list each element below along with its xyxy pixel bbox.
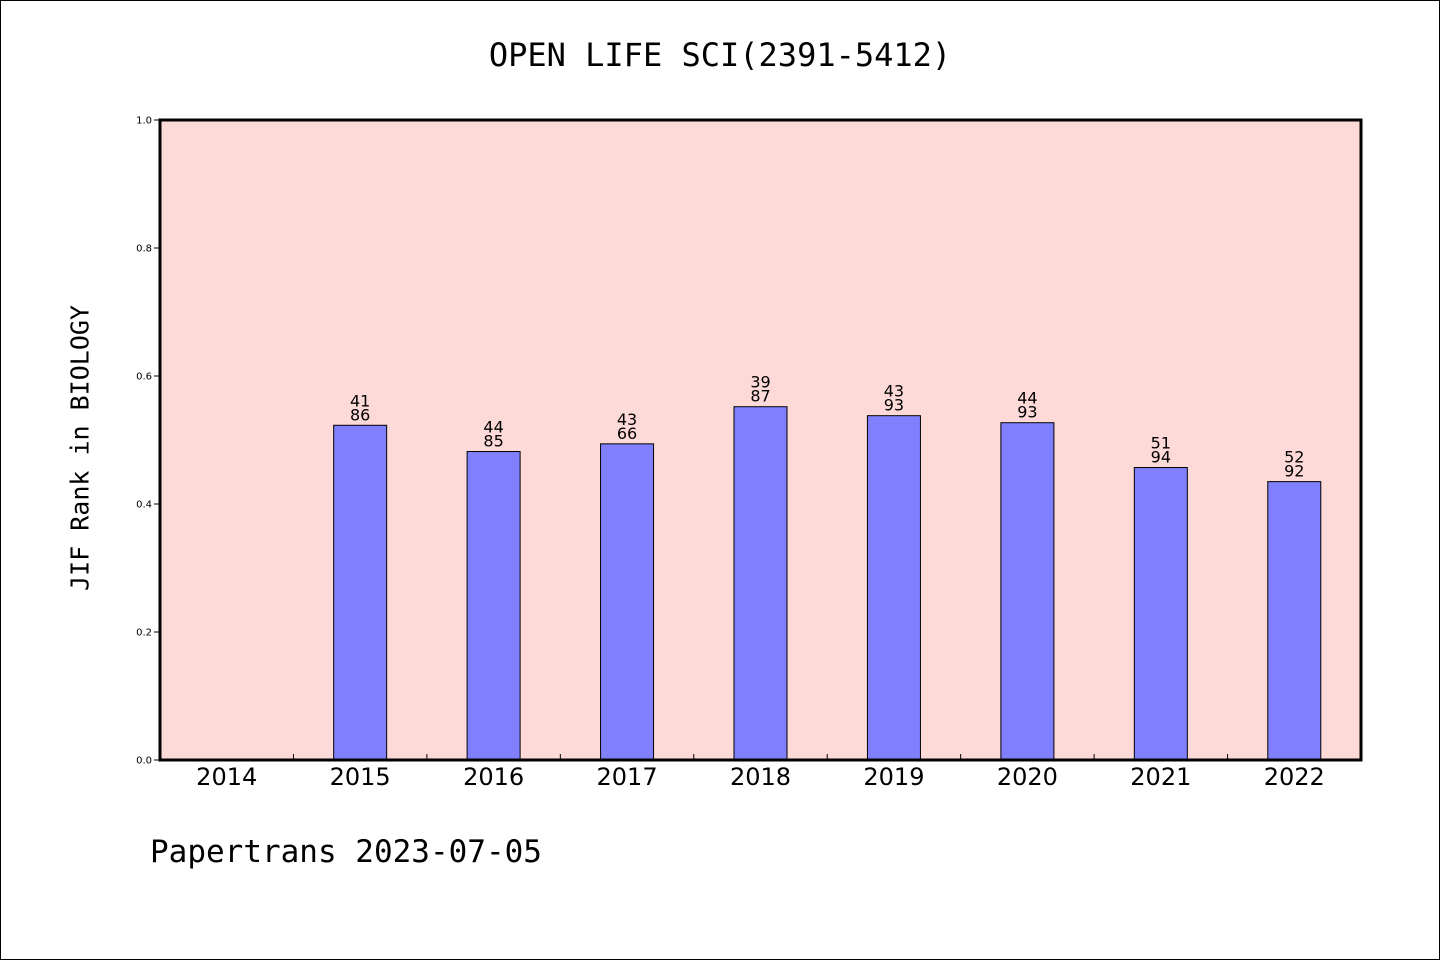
plot-border <box>158 118 1363 762</box>
bar <box>333 424 388 761</box>
bar-rank-label: 43 <box>617 410 637 429</box>
bar-total-label: 94 <box>1151 448 1171 467</box>
bar-total-label: 66 <box>617 424 637 443</box>
bar <box>600 443 655 761</box>
bar-total-label: 93 <box>884 396 904 415</box>
x-tick-label: 2021 <box>1130 763 1191 791</box>
y-tick-label: 0.0 <box>136 756 152 767</box>
y-tick-label: 0.2 <box>136 628 152 639</box>
bar-total-label: 86 <box>350 405 370 424</box>
bar-rank-label: 39 <box>750 373 770 392</box>
x-tick-label: 2022 <box>1264 763 1325 791</box>
chart-title: OPEN LIFE SCI(2391-5412) <box>488 36 952 74</box>
y-tick-label: 0.4 <box>136 500 152 511</box>
x-tick-label: 2016 <box>463 763 524 791</box>
x-tick-label: 2018 <box>730 763 791 791</box>
bar-rank-label: 44 <box>1017 389 1037 408</box>
bar-rank-label: 41 <box>350 391 370 410</box>
bar-rank-label: 52 <box>1284 448 1304 467</box>
bar-rank-label: 44 <box>483 418 503 437</box>
x-tick-label: 2020 <box>997 763 1058 791</box>
y-tick-label: 0.8 <box>136 244 152 255</box>
x-tick-label: 2019 <box>863 763 924 791</box>
bar <box>1000 422 1055 761</box>
x-tick-label: 2014 <box>196 763 257 791</box>
y-tick-label: 1.0 <box>136 116 152 127</box>
bar-total-label: 87 <box>750 387 770 406</box>
x-tick-label: 2017 <box>597 763 658 791</box>
bar-total-label: 93 <box>1017 403 1037 422</box>
bar <box>1267 481 1322 761</box>
bar-rank-label: 51 <box>1151 434 1171 453</box>
footer-note: Papertrans 2023-07-05 <box>150 834 542 870</box>
bar-rank-label: 43 <box>884 382 904 401</box>
y-tick-label: 0.6 <box>136 372 152 383</box>
bar <box>466 451 521 761</box>
bar <box>733 406 788 761</box>
bar <box>866 415 921 761</box>
bar-total-label: 92 <box>1284 462 1304 481</box>
x-tick-label: 2015 <box>330 763 391 791</box>
bar <box>1133 467 1188 761</box>
bar-total-label: 85 <box>483 432 503 451</box>
